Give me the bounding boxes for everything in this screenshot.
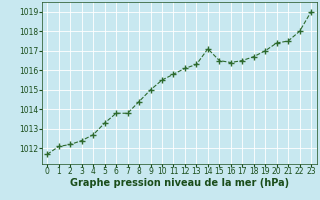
X-axis label: Graphe pression niveau de la mer (hPa): Graphe pression niveau de la mer (hPa) xyxy=(70,178,289,188)
